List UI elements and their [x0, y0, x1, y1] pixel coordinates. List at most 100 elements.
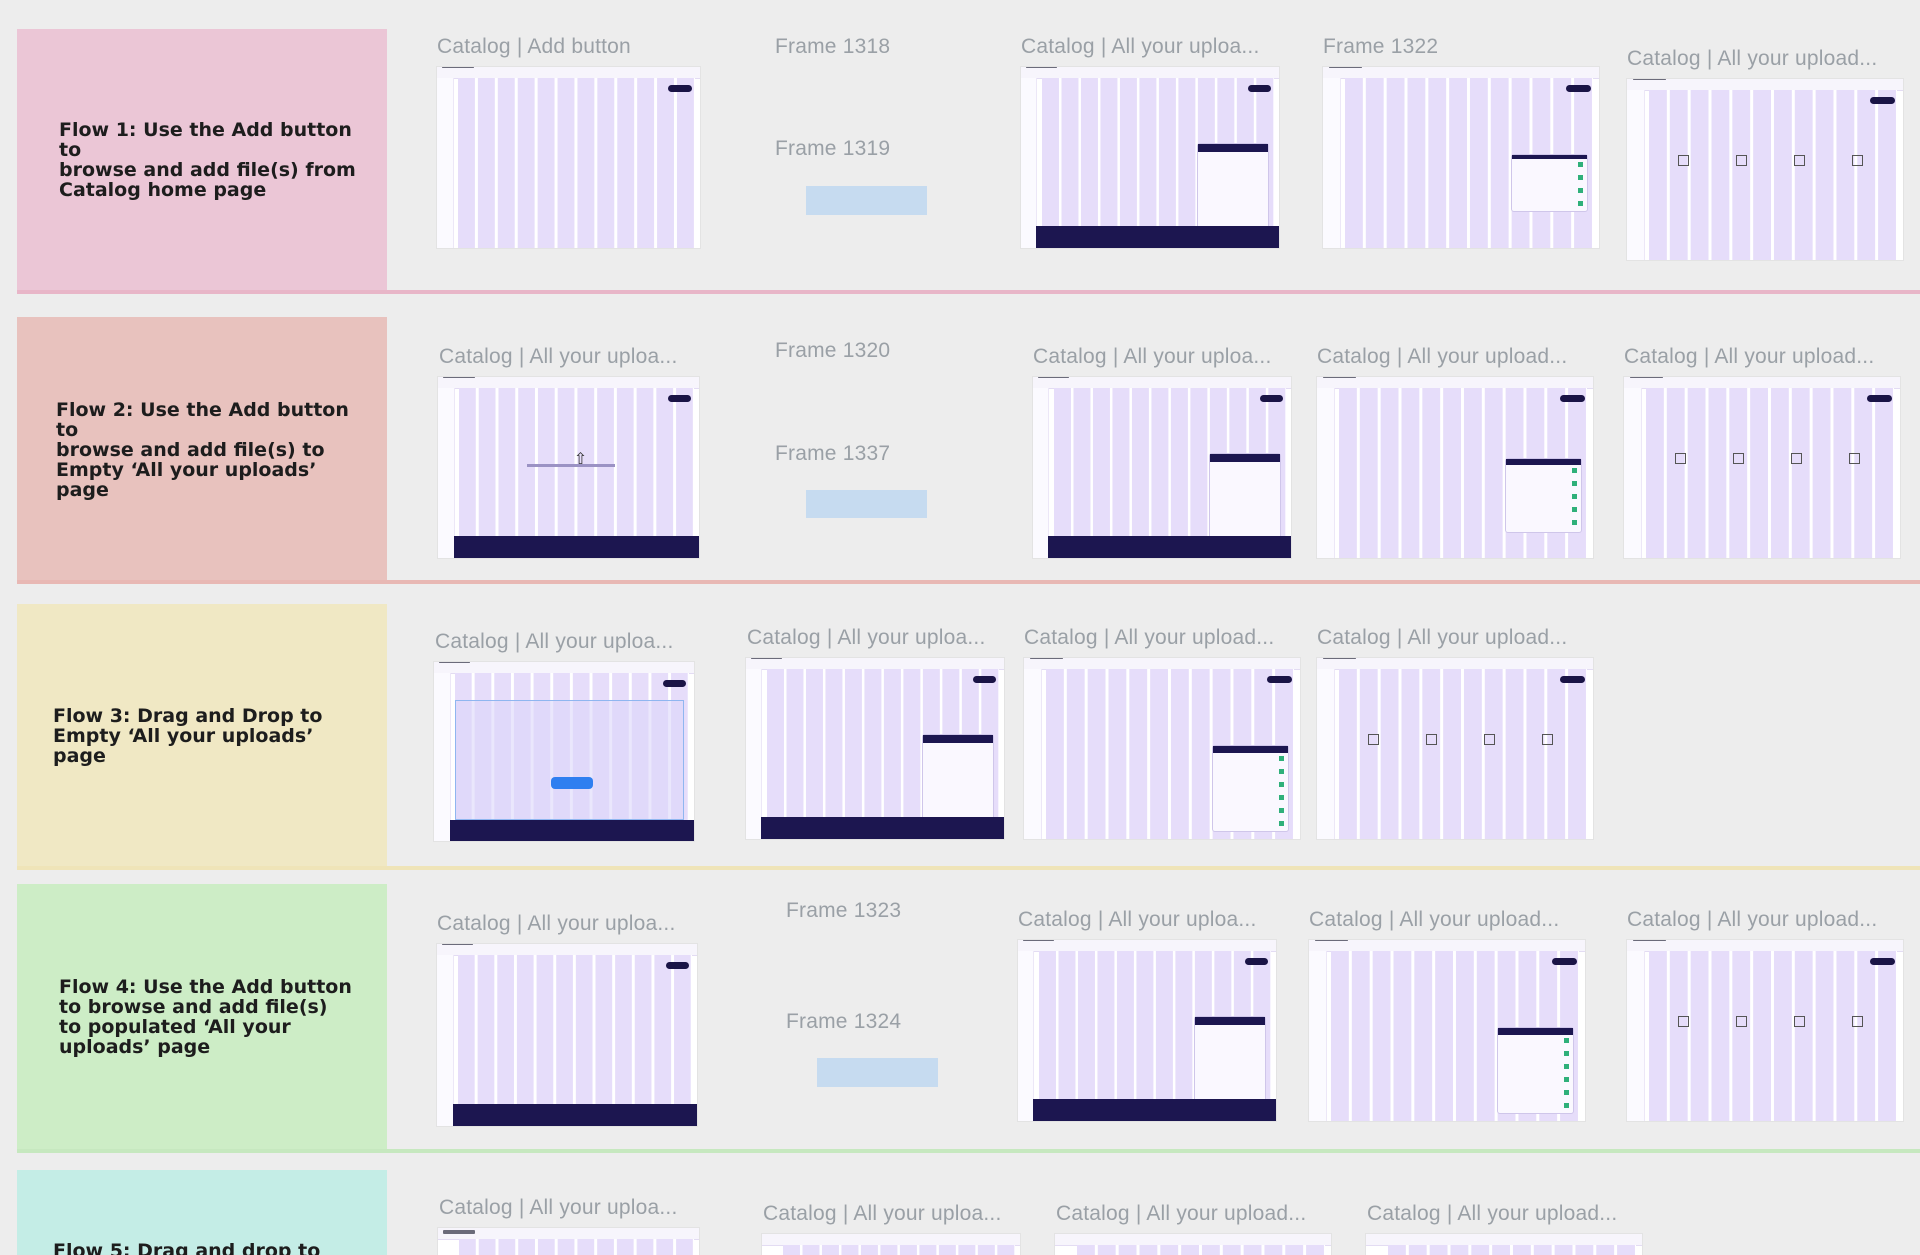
- frame-placeholder[interactable]: [806, 186, 927, 215]
- sidebar: [1627, 950, 1645, 1121]
- frame-label: Catalog | All your uploa...: [1033, 345, 1272, 368]
- frame-thumbnail[interactable]: [1309, 940, 1585, 1121]
- grid-columns: [457, 954, 692, 1126]
- file-icons: [1345, 727, 1577, 752]
- upload-panel: [1511, 153, 1588, 212]
- upload-panel: [1212, 744, 1289, 832]
- add-button: [668, 85, 693, 93]
- frame-label: Catalog | All your upload...: [1024, 626, 1275, 649]
- flow-card[interactable]: Flow 2: Use the Add button to browse and…: [17, 317, 387, 583]
- sidebar: [1033, 387, 1050, 558]
- sidebar: [1024, 668, 1042, 839]
- frame-thumbnail[interactable]: [1021, 67, 1279, 248]
- frame-thumbnail[interactable]: [434, 662, 694, 841]
- add-button: [1245, 958, 1269, 966]
- frame-label: Catalog | All your uploa...: [1021, 35, 1260, 58]
- sidebar: [1323, 77, 1341, 248]
- sidebar: [1021, 77, 1038, 248]
- frame-label: Catalog | All your uploa...: [437, 912, 676, 935]
- footer-banner: [761, 817, 1004, 839]
- add-button: [1869, 97, 1895, 105]
- frame-label: Catalog | All your uploa...: [763, 1202, 1002, 1225]
- flow-card[interactable]: Flow 1: Use the Add button to browse and…: [17, 29, 387, 291]
- frame-label: Catalog | All your upload...: [1317, 345, 1568, 368]
- frame-thumbnail[interactable]: [1366, 1234, 1642, 1255]
- frame-label: Catalog | All your uploa...: [435, 630, 674, 653]
- add-button: [1869, 958, 1895, 966]
- frame-thumbnail[interactable]: [1627, 940, 1903, 1121]
- row-divider: [17, 290, 1920, 294]
- file-icons: [1655, 148, 1887, 173]
- frame-thumbnail[interactable]: [437, 944, 697, 1126]
- upload-panel: [1497, 1026, 1574, 1114]
- frame-thumbnail[interactable]: [762, 1234, 1020, 1255]
- upload-panel: [922, 734, 994, 830]
- flow-title: Flow 2: Use the Add button to browse and…: [56, 399, 349, 501]
- frame-label: Frame 1322: [1323, 35, 1439, 58]
- grid-columns: [1649, 89, 1898, 260]
- flow-title: Flow 1: Use the Add button to browse and…: [59, 119, 356, 201]
- frame-thumbnail[interactable]: [1323, 67, 1599, 248]
- upload-panel: [1505, 458, 1582, 533]
- frame-label: Catalog | All your upload...: [1317, 626, 1568, 649]
- sidebar: [437, 954, 454, 1126]
- drop-zone-button: [551, 776, 593, 790]
- frame-label: Catalog | All your upload...: [1627, 47, 1878, 70]
- frame-label: Frame 1323: [786, 899, 902, 922]
- sidebar: [1317, 387, 1335, 558]
- flow-title: Flow 5: Drag and drop to: [53, 1240, 321, 1255]
- flow-title: Flow 4: Use the Add button to browse and…: [59, 975, 352, 1058]
- frame-label: Frame 1319: [775, 137, 891, 160]
- add-button: [667, 395, 692, 403]
- frame-thumbnail[interactable]: [1317, 658, 1593, 839]
- frame-label: Catalog | All your upload...: [1367, 1202, 1618, 1225]
- grid-columns: [1649, 950, 1898, 1121]
- add-button: [1559, 676, 1585, 684]
- add-button: [973, 676, 997, 684]
- frame-thumbnail[interactable]: [1033, 377, 1291, 558]
- grid-columns: [1388, 1244, 1637, 1255]
- file-icons: [1652, 446, 1884, 471]
- empty-state-message: [526, 463, 616, 468]
- flow-card[interactable]: Flow 3: Drag and Drop to Empty ‘All your…: [17, 604, 387, 868]
- grid-columns: [1077, 1244, 1326, 1255]
- frame-thumbnail[interactable]: [1018, 940, 1276, 1121]
- frame-label: Catalog | Add button: [437, 35, 631, 58]
- add-button: [1266, 676, 1292, 684]
- frame-placeholder[interactable]: [817, 1058, 938, 1087]
- grid-columns: [1646, 387, 1895, 558]
- sidebar: [438, 387, 455, 558]
- frame-label: Catalog | All your upload...: [1056, 1202, 1307, 1225]
- add-button: [1866, 395, 1892, 403]
- frame-thumbnail[interactable]: [1024, 658, 1300, 839]
- file-icons: [1655, 1009, 1887, 1034]
- sidebar: [1309, 950, 1327, 1121]
- add-button: [665, 962, 690, 970]
- frame-label: Frame 1318: [775, 35, 891, 58]
- frame-thumbnail[interactable]: [437, 67, 700, 248]
- frame-thumbnail[interactable]: [1055, 1234, 1331, 1255]
- frame-thumbnail[interactable]: [1624, 377, 1900, 558]
- flow-card[interactable]: Flow 5: Drag and drop to: [17, 1170, 387, 1255]
- frame-label: Frame 1324: [786, 1010, 902, 1033]
- frame-label: Catalog | All your upload...: [1627, 908, 1878, 931]
- flow-card[interactable]: Flow 4: Use the Add button to browse and…: [17, 884, 387, 1149]
- footer-banner: [453, 536, 699, 558]
- frame-label: Catalog | All your upload...: [1309, 908, 1560, 931]
- frame-thumbnail[interactable]: [1317, 377, 1593, 558]
- frame-thumbnail[interactable]: [746, 658, 1004, 839]
- row-divider: [17, 866, 1920, 870]
- sidebar: [1018, 950, 1035, 1121]
- frame-thumbnail[interactable]: [438, 1228, 699, 1255]
- logo: [443, 1230, 475, 1235]
- add-button: [1248, 85, 1272, 93]
- grid-columns: [782, 1244, 1015, 1255]
- add-button: [1260, 395, 1284, 403]
- upload-panel: [1209, 453, 1281, 549]
- frame-placeholder[interactable]: [806, 490, 927, 518]
- sidebar: [434, 672, 451, 841]
- sidebar: [746, 668, 763, 839]
- footer-banner: [1048, 536, 1291, 558]
- frame-thumbnail[interactable]: [1627, 79, 1903, 260]
- frame-thumbnail[interactable]: ⇧: [438, 377, 699, 558]
